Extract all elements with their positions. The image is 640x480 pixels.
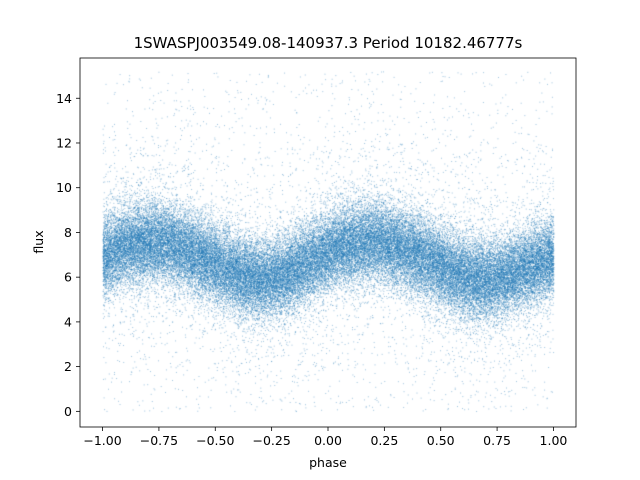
x-tick-label: −0.75 (140, 433, 178, 448)
x-tick-label: 0.75 (483, 433, 511, 448)
y-tick-label: 12 (56, 135, 72, 150)
x-axis-label: phase (309, 455, 347, 470)
y-axis: 0 2 4 6 8 10 12 14 (56, 91, 80, 419)
x-tick-label: −0.50 (196, 433, 234, 448)
y-tick-label: 8 (64, 225, 72, 240)
x-tick-label: 0.00 (314, 433, 342, 448)
x-axis: −1.00 −0.75 −0.50 −0.25 0.00 0.25 0.50 0.75 1.00 (83, 427, 567, 448)
x-tick-label: 0.25 (370, 433, 398, 448)
y-tick-label: 0 (64, 404, 72, 419)
x-tick-label: 1.00 (540, 433, 568, 448)
y-tick-label: 4 (64, 314, 72, 329)
x-tick-label: 0.50 (427, 433, 455, 448)
x-tick-label: −1.00 (83, 433, 121, 448)
y-tick-label: 10 (56, 180, 72, 195)
y-tick-label: 14 (56, 91, 72, 106)
y-tick-label: 6 (64, 270, 72, 285)
y-tick-label: 2 (64, 359, 72, 374)
x-tick-label: −0.25 (252, 433, 290, 448)
y-axis-label: flux (31, 230, 46, 253)
chart-title: 1SWASPJ003549.08-140937.3 Period 10182.4… (134, 34, 523, 52)
scatter-points (80, 58, 576, 427)
data-points (80, 58, 576, 427)
